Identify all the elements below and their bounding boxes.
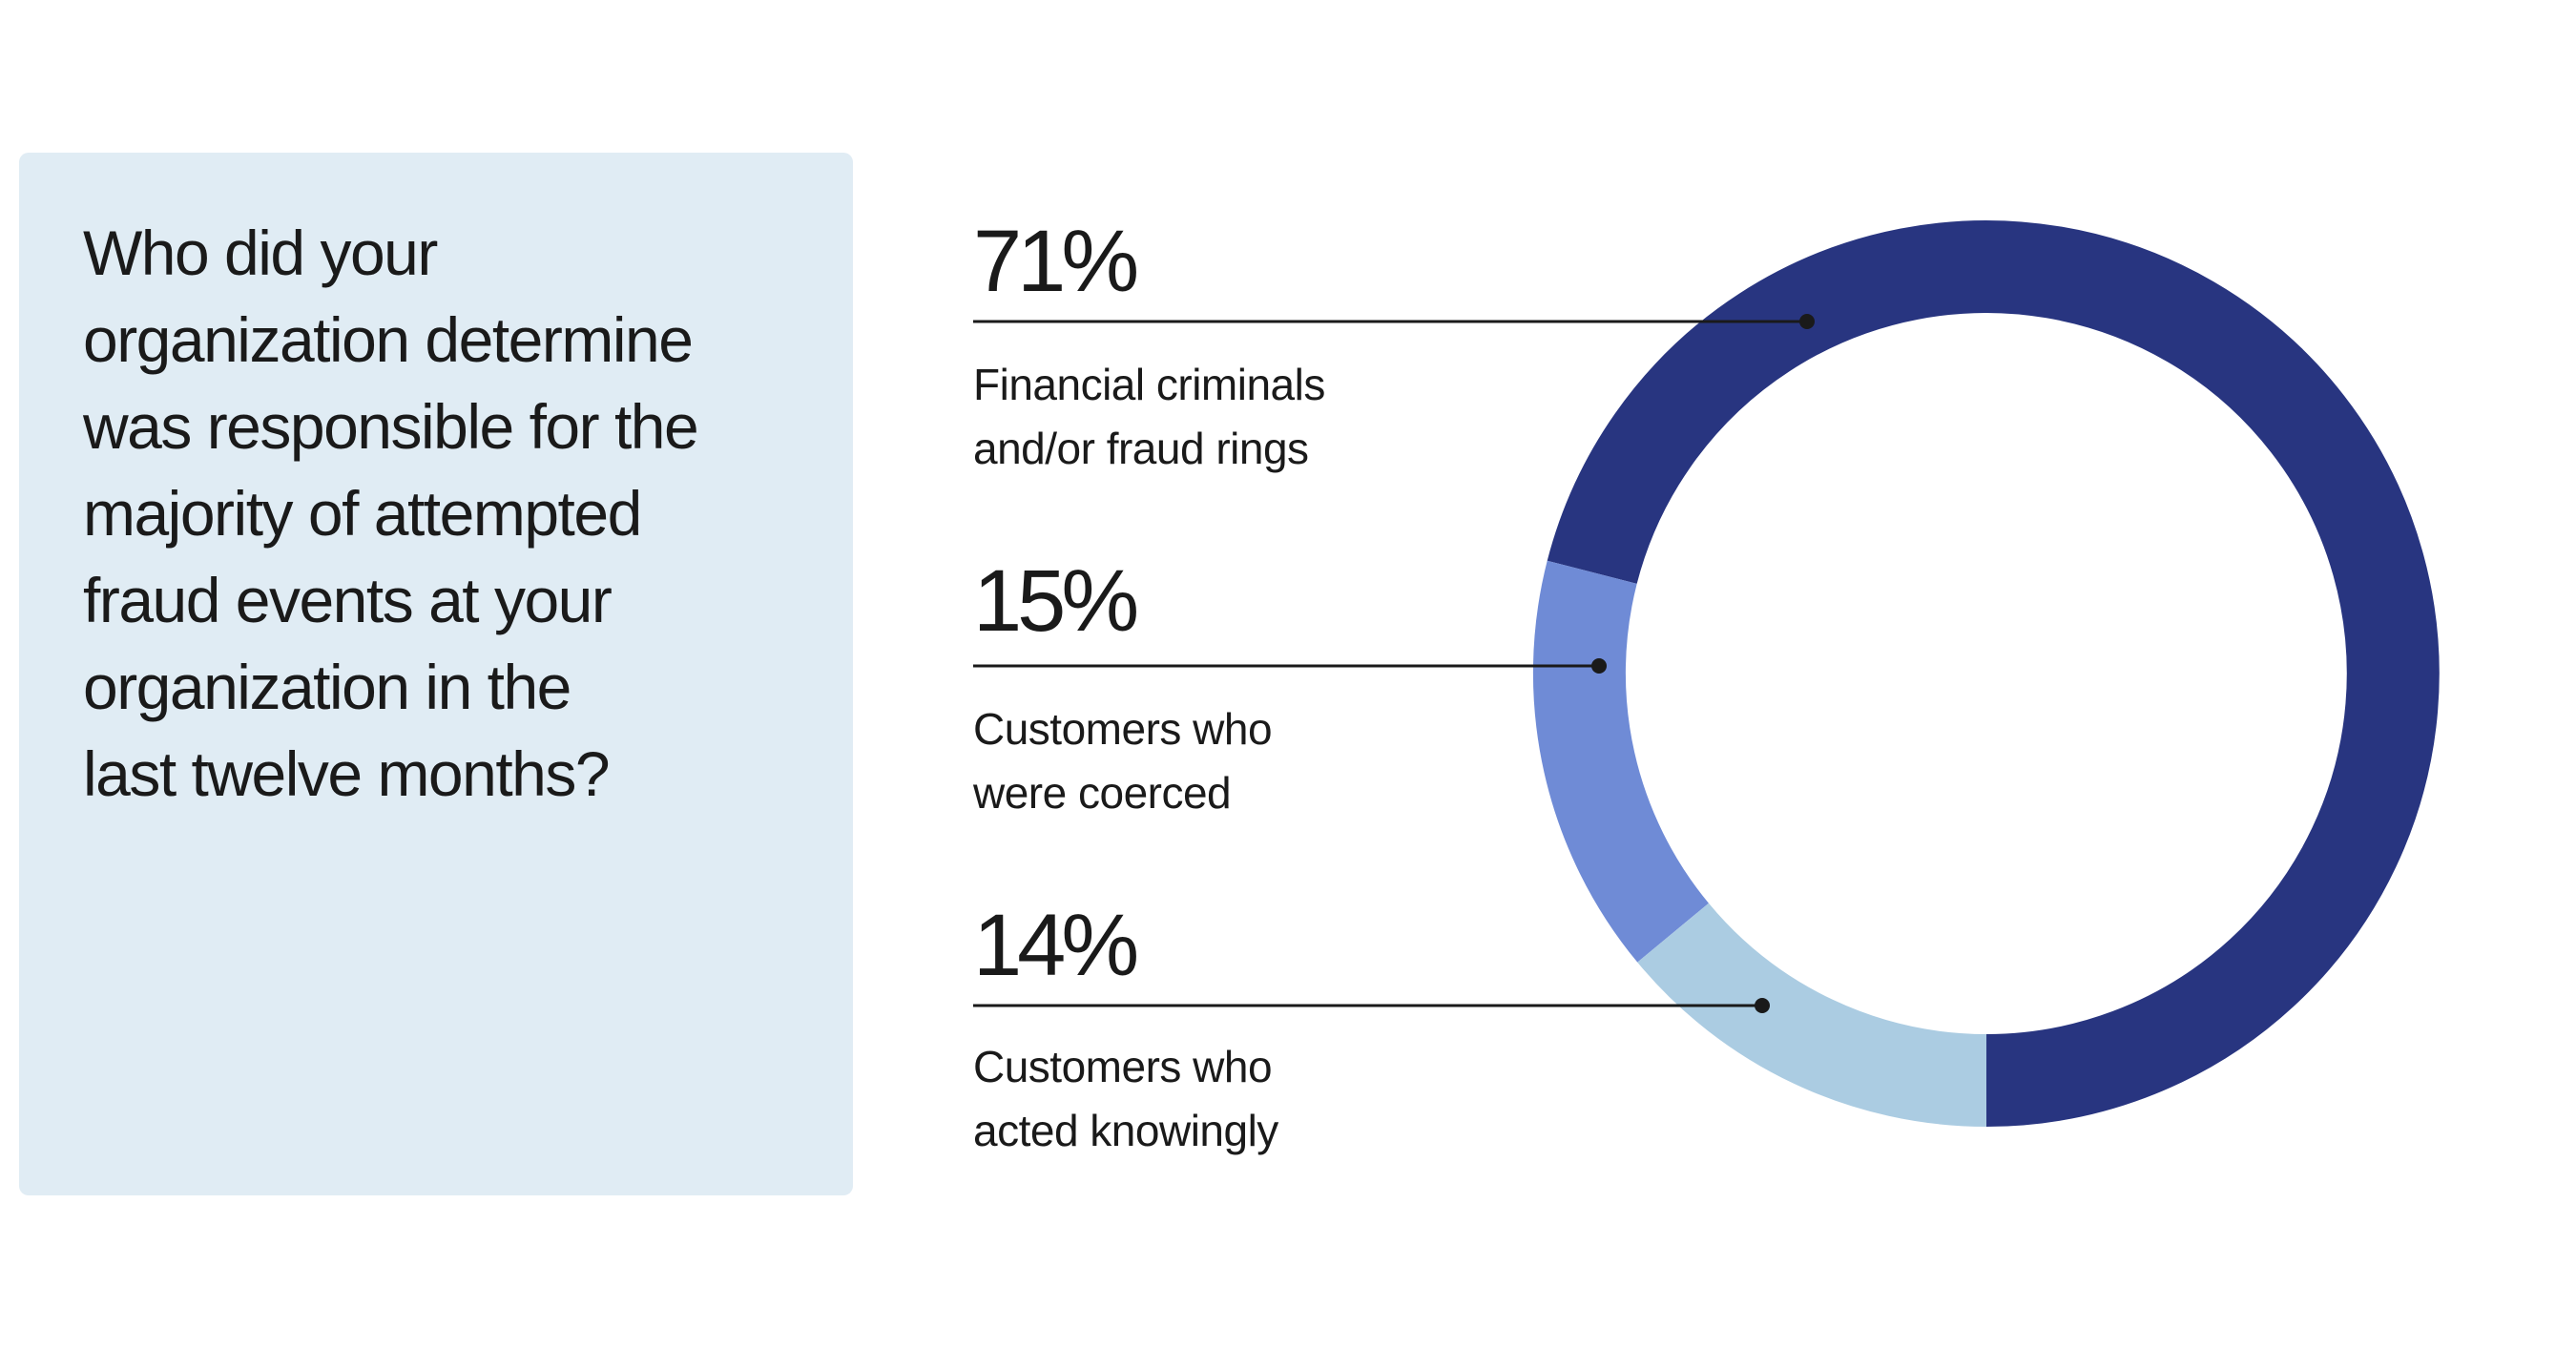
question-line: last twelve months? [83,738,611,809]
segment-coerced-customers [1532,560,1710,963]
callout-dot-71 [1799,314,1815,329]
question-line: was responsible for the [83,391,699,462]
question-text: Who did your organization determine was … [83,210,808,818]
question-line: majority of attempted [83,478,642,549]
question-line: organization determine [83,304,694,375]
question-line: organization in the [83,652,571,722]
category-label: Financial criminals and/or fraud rings [973,360,1325,473]
value-label: 71% [973,213,1139,310]
callout-dot-14 [1755,998,1770,1013]
category-label: Customers who acted knowingly [973,1042,1278,1155]
value-label: 14% [973,897,1139,994]
segment-financial-criminals [1547,220,2440,1127]
callout-dot-15 [1591,658,1607,674]
question-line: Who did your [83,218,438,288]
question-line: fraud events at your [83,565,613,635]
category-label: Customers who were coerced [973,704,1273,818]
segment-knowing-customers [1637,903,1987,1127]
question-panel: Who did your organization determine was … [19,153,853,1195]
value-label: 15% [973,552,1139,650]
